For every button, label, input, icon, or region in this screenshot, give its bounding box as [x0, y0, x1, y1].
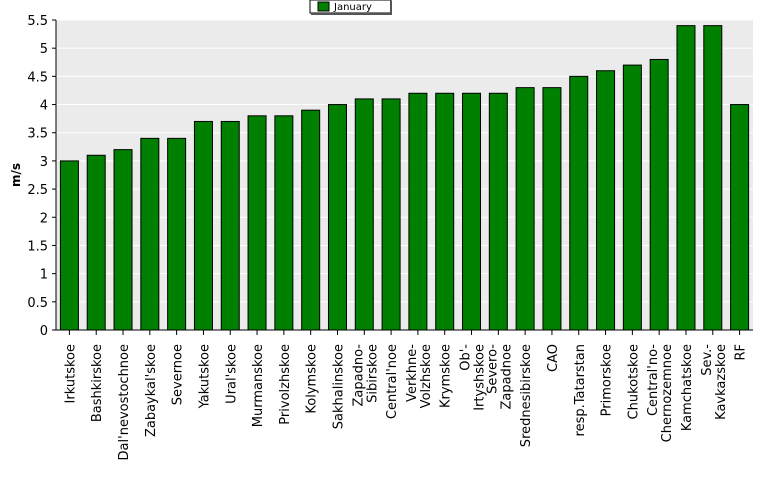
x-tick-label: Kavkazskoe	[714, 344, 729, 420]
x-tick-label: Dal'nevostochnoe	[117, 344, 132, 460]
legend-swatch	[317, 1, 330, 12]
bar-15	[462, 92, 482, 331]
y-tick-label: 0.5	[27, 296, 48, 311]
x-tick-label: Chukotskoe	[626, 344, 641, 419]
y-tick-label: 5	[40, 42, 48, 57]
bar-4	[167, 137, 187, 331]
x-tick-label: Severnoe	[171, 344, 186, 405]
x-tick-label: Srednesibirskoe	[519, 344, 534, 447]
bar-22	[649, 58, 669, 331]
bar-3	[140, 137, 160, 331]
bar-23	[676, 25, 696, 331]
y-tick-label: 4.5	[27, 70, 48, 85]
bar-13	[408, 92, 428, 331]
plot-area	[56, 20, 753, 330]
x-tick-label: Zapadno-	[351, 344, 366, 407]
y-tick-label: 3.5	[27, 127, 48, 142]
bar-10	[327, 104, 347, 331]
x-tick-label: Sakhalinskoe	[331, 344, 346, 429]
bar-19	[569, 75, 589, 331]
x-tick-label: Chernozemnoe	[660, 344, 675, 442]
bar-9	[301, 109, 321, 331]
x-tick-label: Severo-	[485, 344, 500, 394]
bar-7	[247, 115, 267, 331]
y-tick-label: 3	[40, 155, 48, 170]
legend: January	[309, 0, 392, 15]
y-tick-label: 2.5	[27, 183, 48, 198]
y-axis-label: m/s	[9, 163, 23, 187]
bar-25	[730, 104, 750, 331]
x-tick-label: Privolzhskoe	[278, 344, 293, 425]
bar-24	[703, 25, 723, 331]
y-tick-label: 2	[40, 211, 48, 226]
bar-1	[86, 154, 106, 331]
x-tick-label: Irtyshskoe	[473, 344, 488, 411]
x-tick-label: RF	[734, 344, 749, 361]
legend-entry: January	[333, 2, 372, 13]
y-tick-label: 0	[40, 324, 48, 339]
x-tick-label: Sibirskoe	[365, 344, 380, 403]
x-tick-label: Yakutskoe	[197, 344, 212, 409]
y-tick-label: 5.5	[27, 14, 48, 29]
x-tick-label: Verkhne-	[405, 344, 420, 402]
bar-17	[515, 87, 535, 331]
bar-6	[220, 120, 240, 331]
y-tick-label: 1.5	[27, 239, 48, 254]
x-tick-label: Krymskoe	[439, 344, 454, 408]
x-tick-label: Kamchatskoe	[680, 344, 695, 431]
x-tick-label: resp.Tatarstan	[573, 344, 588, 436]
x-tick-label: Primorskoe	[600, 344, 615, 416]
x-tick-label: Irkutskoe	[63, 344, 78, 403]
bar-5	[193, 120, 213, 331]
x-tick-label: Zapadnoe	[499, 344, 514, 410]
x-tick-label: CAO	[546, 344, 561, 372]
bar-2	[113, 149, 133, 331]
bar-14	[435, 92, 455, 331]
x-tick-label: Central'no-	[646, 344, 661, 416]
bar-8	[274, 115, 294, 331]
bar-11	[354, 98, 374, 331]
x-tick-label: Ob'-	[459, 344, 474, 371]
x-tick-label: Sev.-	[700, 344, 715, 376]
x-axis-labels: Irkutskoe Bashkirskoe Dal'nevostochnoe Zaba…	[63, 330, 749, 460]
x-tick-label: Bashkirskoe	[90, 344, 105, 422]
x-tick-label: Ural'skoe	[224, 344, 239, 404]
bar-20	[596, 70, 616, 331]
y-tick-label: 1	[40, 268, 48, 283]
x-tick-label: Murmanskoe	[251, 344, 266, 427]
y-tick-label: 4	[40, 99, 48, 114]
bar-0	[59, 160, 79, 331]
x-tick-label: Zabaykal'skoe	[144, 344, 159, 437]
bar-21	[622, 64, 642, 331]
y-axis-ticks: 0 0.5 1 1.5 2 2.5 3 3.5 4 4.5 5 5.5	[27, 14, 56, 339]
bar-16	[488, 92, 508, 331]
x-tick-label: Central'noe	[385, 344, 400, 419]
bar-18	[542, 87, 562, 331]
x-tick-label: Volzhskoe	[419, 344, 434, 408]
bar-12	[381, 98, 401, 331]
x-tick-label: Kolymskoe	[305, 344, 320, 414]
